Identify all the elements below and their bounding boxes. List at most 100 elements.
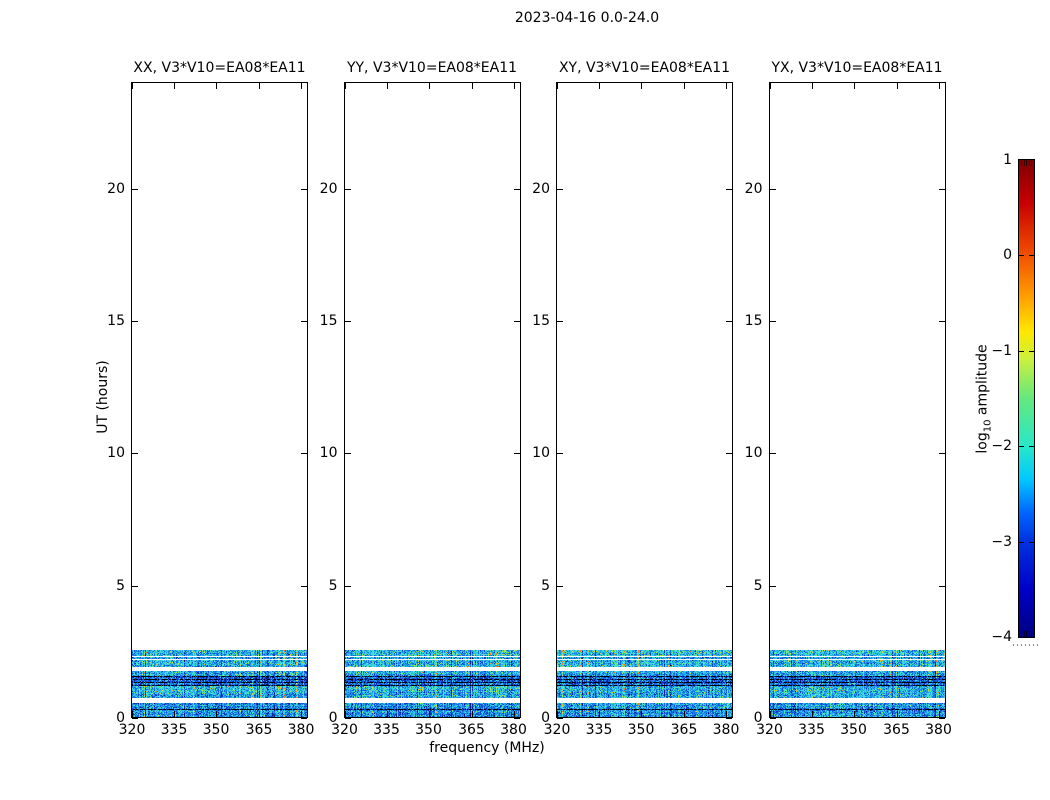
- x-tick-label: 365: [458, 722, 485, 738]
- colorbar-hatch: [1021, 631, 1022, 637]
- x-tick: [938, 83, 940, 89]
- y-tick-label: 0: [541, 710, 550, 726]
- x-tick: [513, 711, 515, 717]
- x-tick: [216, 83, 217, 89]
- x-tick-label: 335: [798, 722, 825, 738]
- x-tick-label: 350: [840, 722, 867, 738]
- colorbar-hatch: [1031, 160, 1032, 166]
- panel-title: YY, V3*V10=EA08*EA11: [346, 60, 518, 76]
- y-tick: [132, 718, 138, 719]
- colorbar-tick-label: −4: [991, 629, 1012, 645]
- y-tick: [938, 453, 945, 454]
- y-tick: [726, 586, 732, 587]
- y-tick: [301, 453, 307, 454]
- x-tick-label: 335: [373, 722, 400, 738]
- colorbar-hatch: [1028, 631, 1030, 637]
- x-tick-label: 350: [202, 722, 230, 738]
- y-tick: [132, 189, 138, 190]
- y-tick: [513, 189, 520, 190]
- x-tick: [428, 711, 430, 717]
- x-tick: [599, 711, 600, 717]
- x-tick: [853, 711, 855, 717]
- y-tick-label: 0: [753, 710, 763, 726]
- panel-title: XX, V3*V10=EA08*EA11: [133, 60, 306, 76]
- y-tick: [726, 189, 732, 190]
- spectrogram-panel: [768, 82, 946, 719]
- x-tick: [726, 83, 727, 89]
- x-tick: [811, 711, 813, 717]
- y-tick: [132, 453, 138, 454]
- y-tick: [557, 453, 563, 454]
- colorbar-tick: [1019, 542, 1024, 543]
- x-tick: [726, 711, 727, 717]
- colorbar-tick-label: −2: [991, 438, 1012, 454]
- spectrogram-panel: [556, 82, 733, 719]
- y-tick: [513, 586, 520, 587]
- y-tick-label: 10: [532, 445, 550, 461]
- y-tick: [301, 586, 307, 587]
- x-tick-label: 365: [670, 722, 698, 738]
- y-tick: [132, 586, 138, 587]
- y-tick: [938, 586, 945, 587]
- y-tick: [769, 718, 776, 719]
- x-tick: [301, 83, 302, 89]
- colorbar-hatch: [1033, 631, 1035, 637]
- colorbar-tick: [1019, 255, 1024, 256]
- y-tick: [344, 586, 351, 587]
- x-tick: [301, 711, 302, 717]
- colorbar-hatch: [1023, 160, 1025, 166]
- y-tick: [344, 189, 351, 190]
- y-tick: [344, 718, 351, 719]
- x-tick: [132, 711, 133, 717]
- x-tick: [259, 83, 260, 89]
- y-axis-label: UT (hours): [95, 360, 111, 434]
- y-tick-label: 20: [107, 181, 125, 197]
- panel-title: XY, V3*V10=EA08*EA11: [558, 60, 731, 76]
- y-tick-label: 5: [753, 578, 763, 594]
- x-tick: [428, 83, 430, 89]
- data-canvas: [344, 650, 520, 717]
- y-tick-label: 20: [744, 181, 763, 197]
- colorbar-tick: [1029, 542, 1034, 543]
- x-tick-label: 350: [627, 722, 655, 738]
- colorbar-gradient: [1018, 159, 1035, 638]
- colorbar-tick-label: −1: [991, 343, 1012, 359]
- y-tick-label: 5: [116, 578, 125, 594]
- x-tick: [216, 711, 217, 717]
- x-tick: [641, 83, 642, 89]
- x-tick-label: 320: [756, 722, 783, 738]
- y-tick: [769, 321, 776, 322]
- colorbar-label-subscript: 10: [982, 419, 994, 433]
- x-tick-label: 380: [500, 722, 527, 738]
- colorbar-hatch: [1028, 160, 1030, 166]
- x-tick: [344, 83, 346, 89]
- y-tick-label: 15: [319, 313, 338, 329]
- y-tick-label: 15: [532, 313, 550, 329]
- x-tick: [471, 83, 473, 89]
- colorbar-tick-label: 0: [1003, 247, 1012, 263]
- panel-title: YX, V3*V10=EA08*EA11: [771, 60, 943, 76]
- y-tick-label: 5: [328, 578, 338, 594]
- y-tick-label: 5: [541, 578, 550, 594]
- x-tick-label: 365: [883, 722, 910, 738]
- colorbar-hatch: [1026, 631, 1027, 637]
- colorbar-hatch: [1031, 631, 1032, 637]
- y-tick: [769, 453, 776, 454]
- x-tick: [853, 83, 855, 89]
- x-tick: [557, 711, 558, 717]
- spectrogram-panel: [131, 82, 308, 719]
- colorbar-tick-label: 1: [1003, 152, 1012, 168]
- data-canvas: [557, 650, 732, 717]
- x-axis-label: frequency (MHz): [429, 740, 545, 756]
- x-tick: [938, 711, 940, 717]
- y-tick: [938, 321, 945, 322]
- colorbar-hatch: [1033, 160, 1035, 166]
- x-tick: [471, 711, 473, 717]
- y-tick: [132, 321, 138, 322]
- y-tick: [557, 586, 563, 587]
- x-tick: [513, 83, 515, 89]
- spectrogram-panel: [343, 82, 521, 719]
- y-tick-label: 10: [744, 445, 763, 461]
- x-tick: [386, 711, 388, 717]
- x-tick-label: 320: [118, 722, 146, 738]
